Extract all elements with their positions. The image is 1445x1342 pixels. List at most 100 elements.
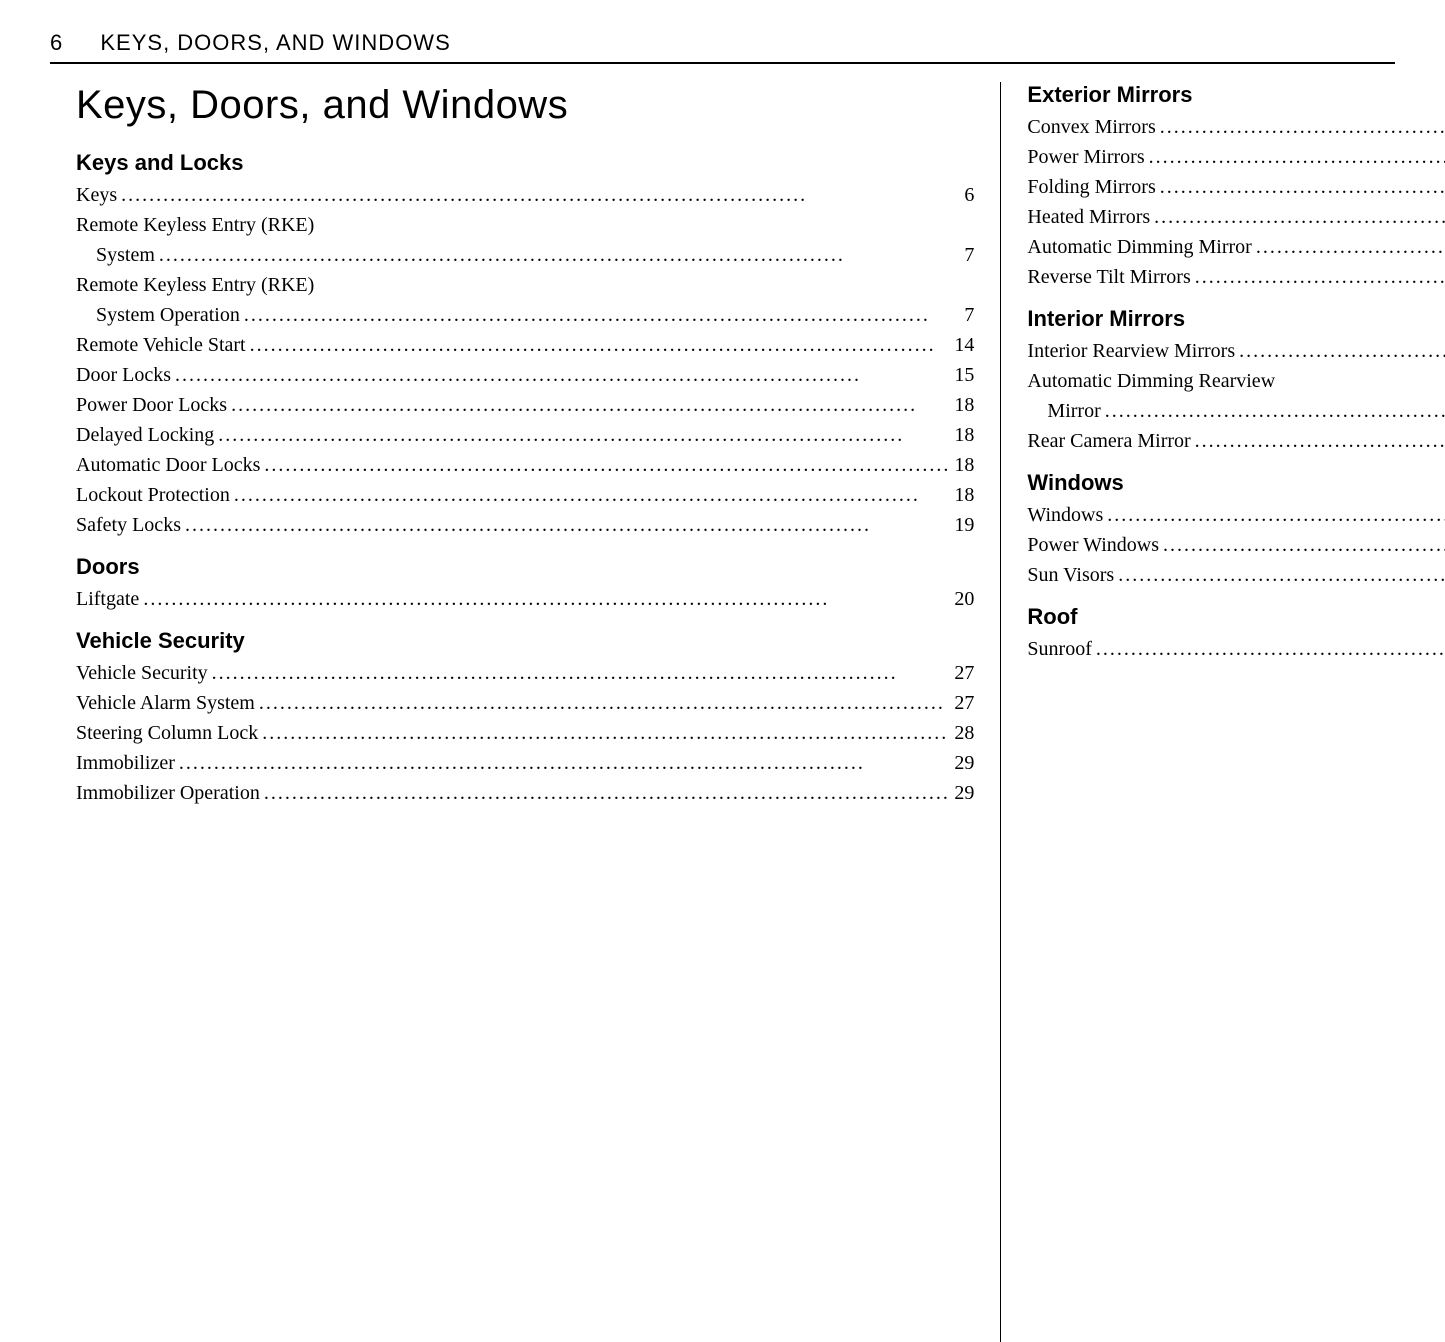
toc-page: 18 <box>954 450 974 480</box>
toc-entry: Automatic Dimming Mirror32 <box>1027 232 1445 262</box>
toc-entry: Door Locks15 <box>76 360 974 390</box>
toc-entry: Power Door Locks 18 <box>76 390 974 420</box>
toc-label: Power Windows <box>1027 530 1159 560</box>
toc-entry: Immobilizer Operation 29 <box>76 778 974 808</box>
toc-entry: Automatic Dimming Rearview <box>1027 366 1445 396</box>
toc-page: 7 <box>964 240 974 270</box>
toc-page: 27 <box>954 688 974 718</box>
toc-page: 27 <box>954 658 974 688</box>
toc-leader-dots <box>1154 202 1445 232</box>
toc-label: Windows <box>1027 500 1103 530</box>
toc-label: Automatic Dimming Mirror <box>1027 232 1251 262</box>
toc-entry: Remote Vehicle Start 14 <box>76 330 974 360</box>
toc-entry: Sun Visors36 <box>1027 560 1445 590</box>
toc-label: Immobilizer Operation <box>76 778 260 808</box>
toc-page: 18 <box>954 420 974 450</box>
column-1: Keys, Doors, and Windows Keys and LocksK… <box>50 82 1000 1342</box>
toc-entry: Power Windows35 <box>1027 530 1445 560</box>
toc-leader-dots <box>244 300 961 330</box>
toc-leader-dots <box>234 480 951 510</box>
toc-label: Liftgate <box>76 584 139 614</box>
toc-label: Safety Locks <box>76 510 181 540</box>
toc-page: 18 <box>954 480 974 510</box>
toc-leader-dots <box>1160 112 1445 142</box>
toc-entry: Reverse Tilt Mirrors32 <box>1027 262 1445 292</box>
toc-leader-dots <box>179 748 951 778</box>
toc-leader-dots <box>1096 634 1445 664</box>
toc-entry: Rear Camera Mirror32 <box>1027 426 1445 456</box>
toc-label: System <box>96 240 155 270</box>
toc-label: Sunroof <box>1027 634 1091 664</box>
toc-label: Mirror <box>1047 396 1100 426</box>
chapter-title: Keys, Doors, and Windows <box>76 82 974 128</box>
toc-entry: Power Mirrors30 <box>1027 142 1445 172</box>
toc-leader-dots <box>1107 500 1445 530</box>
running-header: 6 KEYS, DOORS, AND WINDOWS <box>50 30 1395 64</box>
toc-entry: Lockout Protection18 <box>76 480 974 510</box>
toc-entry: Vehicle Security 27 <box>76 658 974 688</box>
toc-label: Vehicle Alarm System <box>76 688 255 718</box>
toc-entry: Heated Mirrors31 <box>1027 202 1445 232</box>
toc-leader-dots <box>1195 262 1445 292</box>
toc-entry: Automatic Door Locks 18 <box>76 450 974 480</box>
toc-leader-dots <box>264 778 951 808</box>
toc-leader-dots <box>1118 560 1445 590</box>
toc-leader-dots <box>1149 142 1445 172</box>
toc-label: Power Mirrors <box>1027 142 1144 172</box>
toc-leader-dots <box>121 180 960 210</box>
toc-label: Automatic Door Locks <box>76 450 260 480</box>
toc-label: Delayed Locking <box>76 420 214 450</box>
toc-leader-dots <box>1105 396 1445 426</box>
toc-entry: Remote Keyless Entry (RKE) <box>76 270 974 300</box>
toc-leader-dots <box>262 718 950 748</box>
toc-leader-dots <box>1195 426 1445 456</box>
toc-entry: Vehicle Alarm System 27 <box>76 688 974 718</box>
toc-label: Immobilizer <box>76 748 175 778</box>
toc-section-heading: Exterior Mirrors <box>1027 82 1445 108</box>
toc-page: 18 <box>954 390 974 420</box>
toc-leader-dots <box>1256 232 1445 262</box>
toc-page: 15 <box>954 360 974 390</box>
toc-page: 19 <box>954 510 974 540</box>
running-title: KEYS, DOORS, AND WINDOWS <box>100 30 450 55</box>
toc-label: Keys <box>76 180 117 210</box>
toc-label: Steering Column Lock <box>76 718 258 748</box>
toc-page: 29 <box>954 778 974 808</box>
toc-page: 20 <box>954 584 974 614</box>
toc-entry: Delayed Locking 18 <box>76 420 974 450</box>
toc-label: Power Door Locks <box>76 390 227 420</box>
toc-section-heading: Roof <box>1027 604 1445 630</box>
toc-label: Folding Mirrors <box>1027 172 1155 202</box>
toc-label: Sun Visors <box>1027 560 1114 590</box>
toc-label: Rear Camera Mirror <box>1027 426 1190 456</box>
toc-entry: Immobilizer 29 <box>76 748 974 778</box>
toc-entry: Safety Locks 19 <box>76 510 974 540</box>
toc-leader-dots <box>1160 172 1445 202</box>
page-number: 6 <box>50 30 63 56</box>
toc-entry: Remote Keyless Entry (RKE) <box>76 210 974 240</box>
toc-label: Convex Mirrors <box>1027 112 1155 142</box>
column-2: Exterior Mirrors Convex Mirrors30Power Mi… <box>1000 82 1445 1342</box>
toc-label: Heated Mirrors <box>1027 202 1150 232</box>
toc-leader-dots <box>212 658 951 688</box>
toc-page: 28 <box>954 718 974 748</box>
toc-leader-dots <box>264 450 950 480</box>
toc-label: Vehicle Security <box>76 658 208 688</box>
toc-page: 29 <box>954 748 974 778</box>
toc-entry: Windows34 <box>1027 500 1445 530</box>
toc-entry: System Operation7 <box>76 300 974 330</box>
toc-leader-dots <box>143 584 950 614</box>
toc-section-heading: Interior Mirrors <box>1027 306 1445 332</box>
toc-label: Reverse Tilt Mirrors <box>1027 262 1190 292</box>
toc-leader-dots <box>250 330 951 360</box>
toc-entry: Interior Rearview Mirrors32 <box>1027 336 1445 366</box>
toc-entry: Convex Mirrors30 <box>1027 112 1445 142</box>
toc-section-heading: Vehicle Security <box>76 628 974 654</box>
toc-leader-dots <box>175 360 950 390</box>
toc-leader-dots <box>1163 530 1445 560</box>
toc-label: Interior Rearview Mirrors <box>1027 336 1235 366</box>
toc-entry: Keys6 <box>76 180 974 210</box>
toc-entry: Steering Column Lock 28 <box>76 718 974 748</box>
toc-page: 14 <box>954 330 974 360</box>
toc-label: Remote Vehicle Start <box>76 330 246 360</box>
